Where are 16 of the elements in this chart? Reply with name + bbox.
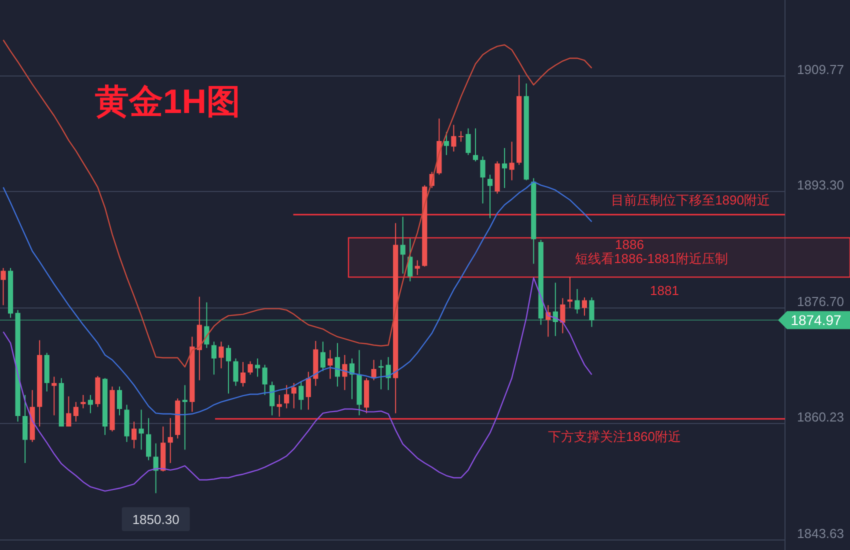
y-tick-label: 1876.70 <box>797 294 844 309</box>
y-tick-label: 1909.77 <box>797 62 844 77</box>
y-tick-label: 1843.63 <box>797 526 844 541</box>
band-label: 短线看1886-1881附近压制 <box>575 250 728 266</box>
ref-line-label: 下方支撑关注1860附近 <box>548 428 681 444</box>
ref-line: 下方支撑关注1860附近 <box>215 418 785 444</box>
annotation: 1881 <box>650 283 679 298</box>
annotation: 1886 <box>615 236 644 252</box>
ref-line-label: 1874.97 <box>790 312 842 328</box>
annotation: 1850.30 <box>122 507 190 532</box>
title: 黄金1H图 <box>95 83 240 121</box>
ref-line-label: 目前压制位下移至1890附近 <box>611 192 770 208</box>
annotation: 1850.30 <box>132 512 180 528</box>
y-tick-label: 1893.30 <box>797 178 844 193</box>
ref-line: 目前压制位下移至1890附近 <box>293 192 785 216</box>
y-tick-label: 1860.23 <box>797 410 844 425</box>
